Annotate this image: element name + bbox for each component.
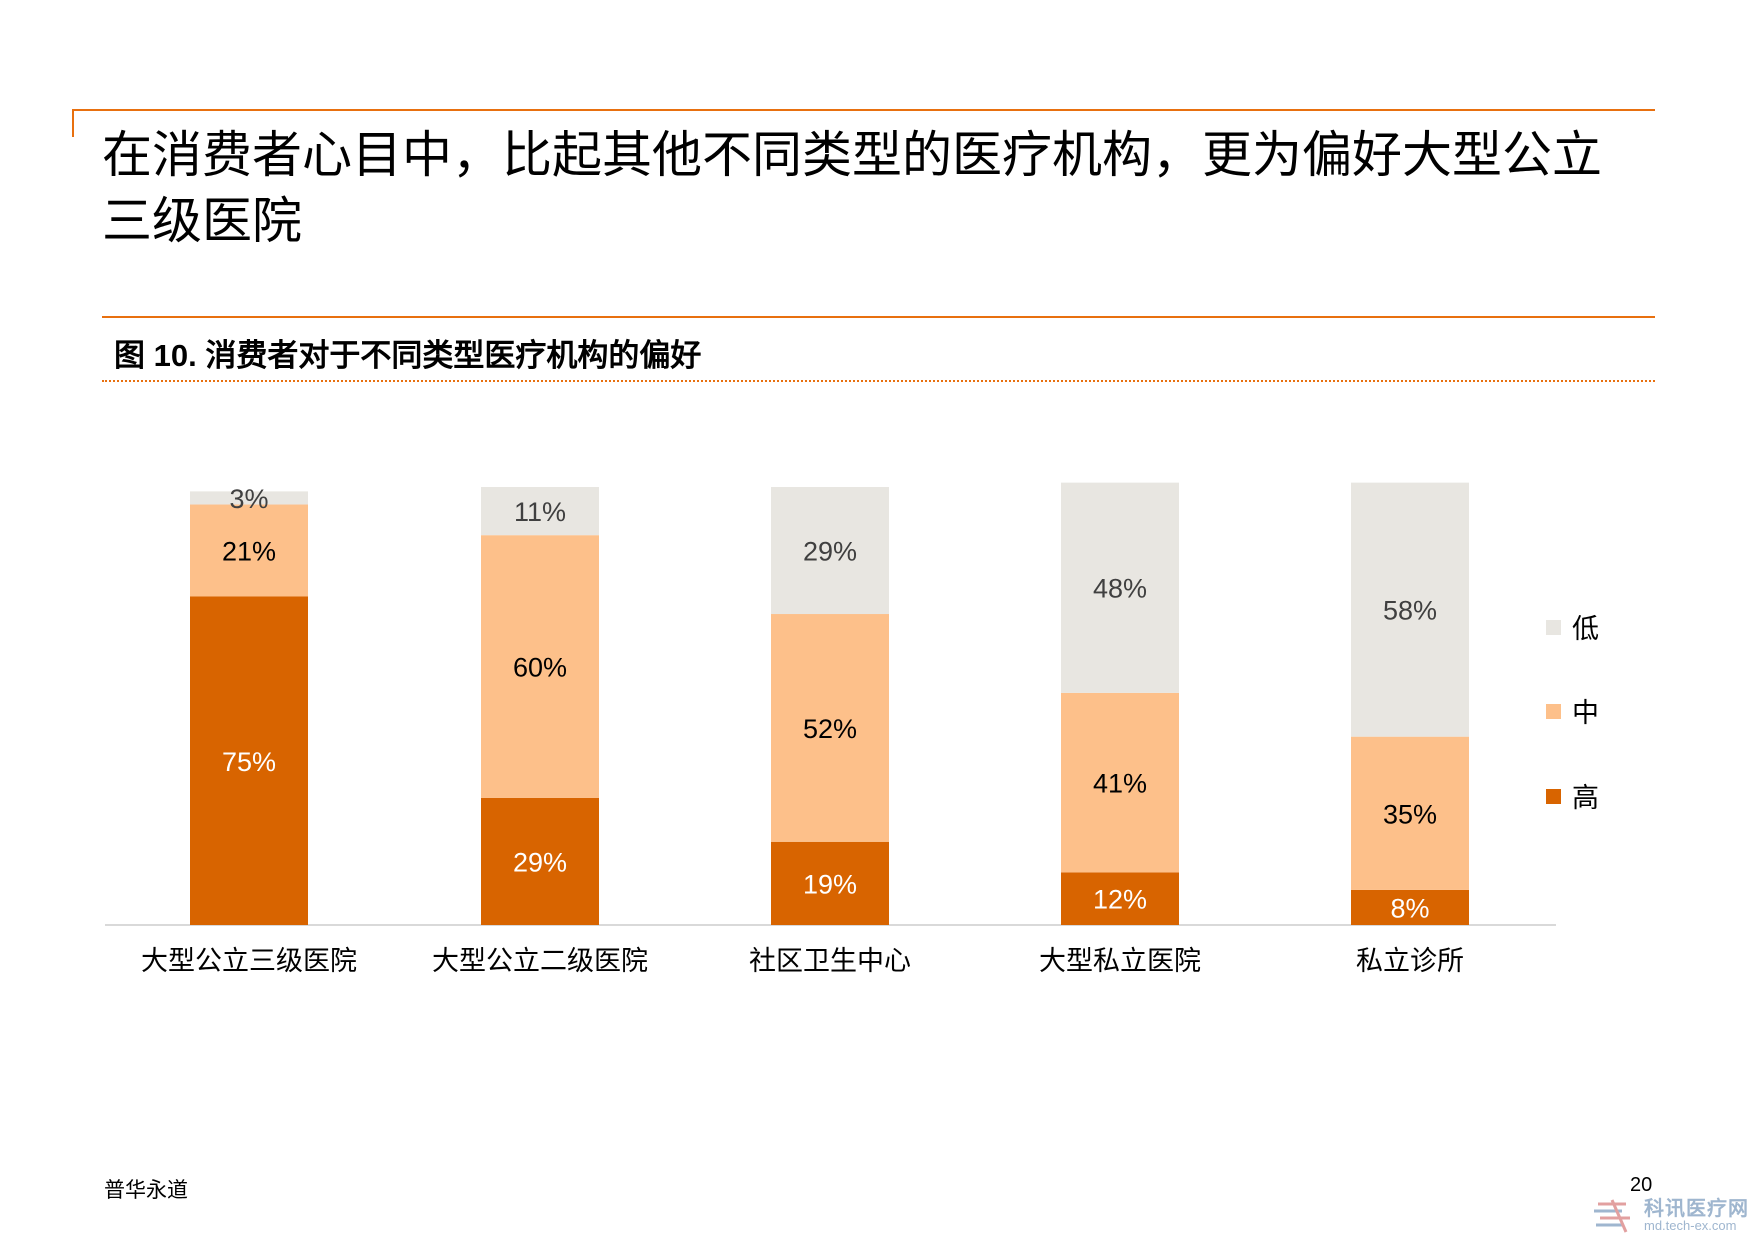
legend-label: 低 — [1572, 614, 1599, 644]
data-label: 75% — [222, 747, 276, 777]
figure-title: 图 10. 消费者对于不同类型医疗机构的偏好 — [114, 338, 702, 373]
data-label: 11% — [514, 497, 566, 527]
page-number: 20 — [1630, 1174, 1653, 1196]
bar-segment-high — [190, 596, 308, 925]
bar-segment-low — [1061, 482, 1179, 693]
data-label: 19% — [803, 869, 857, 899]
data-label: 29% — [513, 847, 567, 877]
bar-segment-high — [481, 797, 599, 925]
x-tick-label: 大型公立二级医院 — [432, 946, 648, 976]
data-label: 12% — [1093, 885, 1147, 915]
legend-swatch — [1546, 789, 1561, 804]
data-label: 35% — [1383, 799, 1437, 829]
figure-rule — [102, 316, 1655, 318]
x-tick-label: 大型私立医院 — [1039, 946, 1201, 976]
watermark: 科讯医疗网 md.tech-ex.com — [1592, 1192, 1750, 1238]
bar-segment-low — [771, 487, 889, 615]
data-label: 3% — [229, 484, 268, 514]
figure-dotted-rule — [102, 380, 1655, 382]
data-label: 29% — [803, 537, 857, 567]
top-rule — [72, 109, 1655, 111]
bar-segment-high — [1351, 889, 1469, 925]
data-label: 60% — [513, 653, 567, 683]
bar-segment-mid — [771, 614, 889, 842]
data-label: 8% — [1390, 893, 1429, 923]
legend-swatch — [1546, 704, 1561, 719]
slide-title: 在消费者心目中，比起其他不同类型的医疗机构，更为偏好大型公立三级医院 — [102, 127, 1602, 249]
data-label: 41% — [1093, 769, 1147, 799]
x-tick-label: 大型公立三级医院 — [141, 946, 357, 976]
bar-segment-low — [481, 487, 599, 536]
bar-segment-low — [190, 491, 308, 505]
data-label: 58% — [1383, 596, 1437, 626]
bar-segment-mid — [481, 535, 599, 798]
data-label: 21% — [222, 537, 276, 567]
bar-segment-low — [1351, 482, 1469, 737]
bar-segment-high — [1061, 872, 1179, 925]
data-label: 52% — [803, 714, 857, 744]
bar-segment-high — [771, 841, 889, 925]
x-tick-label: 私立诊所 — [1356, 946, 1464, 976]
watermark-name: 科讯医疗网 — [1644, 1198, 1749, 1220]
bar-segment-mid — [190, 504, 308, 597]
bar-segment-mid — [1061, 692, 1179, 873]
footer-brand: 普华永道 — [104, 1178, 188, 1202]
data-label: 48% — [1093, 574, 1147, 604]
top-rule-tick — [72, 109, 74, 137]
watermark-url: md.tech-ex.com — [1644, 1218, 1737, 1233]
bar-segment-mid — [1351, 736, 1469, 890]
x-tick-label: 社区卫生中心 — [749, 946, 911, 976]
legend-label: 中 — [1572, 698, 1599, 728]
legend-label: 高 — [1572, 783, 1599, 813]
watermark-logo-icon — [1594, 1199, 1630, 1233]
legend-swatch — [1546, 620, 1561, 635]
